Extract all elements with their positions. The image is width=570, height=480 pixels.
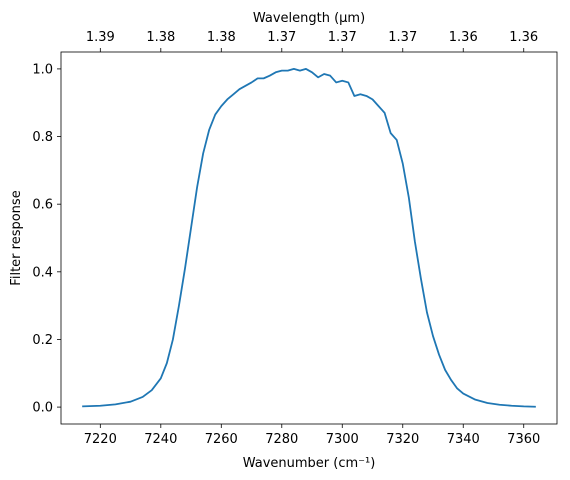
top-axis-label: Wavelength (μm) xyxy=(253,11,365,26)
top-tick-label: 1.38 xyxy=(146,30,175,45)
x-tick-label: 7220 xyxy=(84,432,117,447)
top-tick-label: 1.36 xyxy=(509,30,538,45)
x-tick-label: 7280 xyxy=(265,432,298,447)
x-tick-label: 7320 xyxy=(386,432,419,447)
top-tick-label: 1.38 xyxy=(207,30,236,45)
top-tick-label: 1.39 xyxy=(86,30,115,45)
top-tick-label: 1.37 xyxy=(388,30,417,45)
y-axis-label: Filter response xyxy=(9,190,24,285)
plot-area-background xyxy=(61,52,557,424)
top-axis-ticks: 1.39 1.38 1.38 1.37 1.37 1.37 1.36 1.36 xyxy=(86,30,538,52)
y-tick-label: 1.0 xyxy=(32,62,53,77)
plot-frame xyxy=(60,51,558,425)
top-tick-label: 1.37 xyxy=(267,30,296,45)
filter-response-line xyxy=(82,68,536,408)
top-tick-label: 1.36 xyxy=(449,30,478,45)
y-tick-label: 0.8 xyxy=(32,130,53,145)
left-axis-ticks: 0.0 0.2 0.4 0.6 0.8 1.0 xyxy=(32,62,61,416)
x-tick-label: 7240 xyxy=(144,432,177,447)
y-tick-label: 0.6 xyxy=(32,198,53,213)
y-tick-label: 0.4 xyxy=(32,265,53,280)
x-tick-label: 7360 xyxy=(507,432,540,447)
bottom-axis-ticks: 7220 7240 7260 7280 7300 7320 7340 7360 xyxy=(84,424,540,447)
x-axis-label: Wavenumber (cm⁻¹) xyxy=(243,456,376,471)
y-tick-label: 0.0 xyxy=(32,401,53,416)
x-tick-label: 7260 xyxy=(205,432,238,447)
y-tick-label: 0.2 xyxy=(32,333,53,348)
top-tick-label: 1.37 xyxy=(328,30,357,45)
x-tick-label: 7340 xyxy=(447,432,480,447)
x-tick-label: 7300 xyxy=(326,432,359,447)
